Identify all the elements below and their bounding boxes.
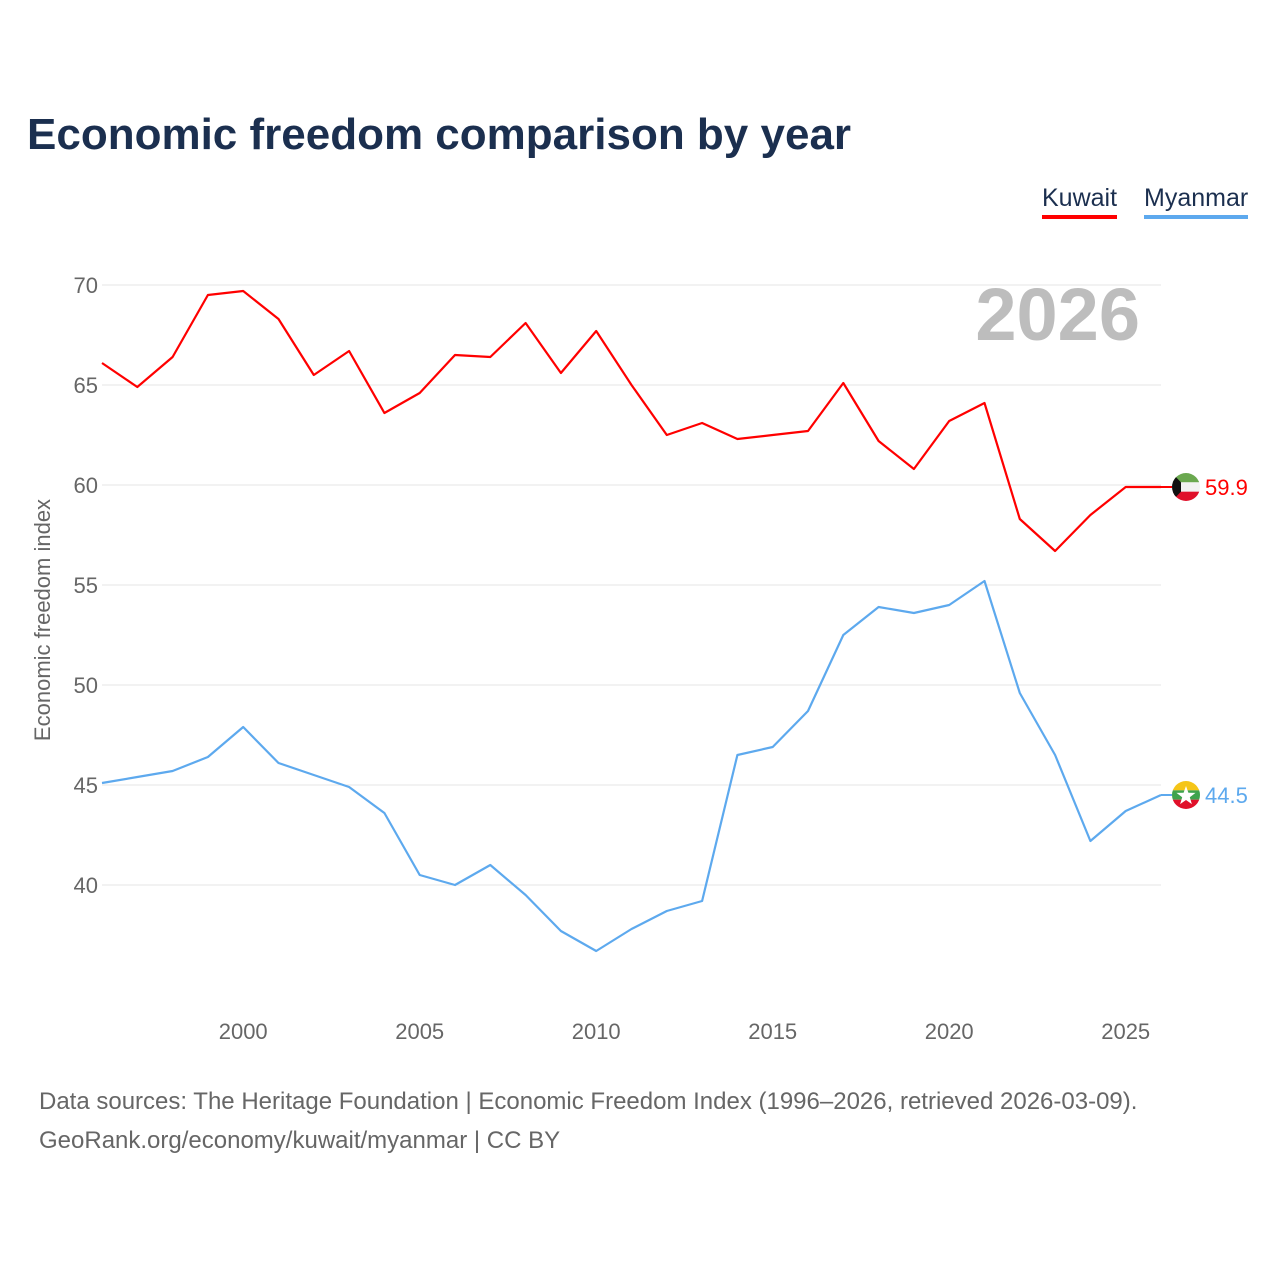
- y-tick-label: 65: [74, 373, 98, 398]
- flag-trapezoid: [1172, 473, 1181, 501]
- flag-stripe: [1172, 491, 1200, 501]
- end-value-label: 59.9: [1205, 475, 1248, 500]
- y-tick-label: 60: [74, 473, 98, 498]
- y-tick-label: 50: [74, 673, 98, 698]
- legend-myanmar[interactable]: Myanmar: [1144, 184, 1249, 219]
- series-line-myanmar: [101, 579, 1162, 953]
- year-watermark: 2026: [975, 273, 1140, 356]
- x-tick-label: 2020: [925, 1019, 974, 1044]
- flag-stripe: [1172, 482, 1200, 492]
- flag-body: [1172, 473, 1200, 501]
- y-tick-label: 70: [74, 273, 98, 298]
- myanmar-flag-icon: [1172, 781, 1200, 809]
- flag-stripe: [1172, 799, 1200, 809]
- series-line-kuwait: [101, 289, 1161, 553]
- y-tick-label: 45: [74, 773, 98, 798]
- kuwait-flag-icon: [1172, 473, 1200, 501]
- y-axis-label: Economic freedom index: [30, 499, 55, 741]
- y-tick-label: 55: [74, 573, 98, 598]
- y-tick-label: 40: [74, 873, 98, 898]
- flag-stripe: [1172, 473, 1200, 483]
- end-value-label: 44.5: [1205, 783, 1248, 808]
- x-tick-label: 2015: [748, 1019, 797, 1044]
- x-tick-label: 2010: [572, 1019, 621, 1044]
- flag-body: [1172, 781, 1200, 809]
- legend-kuwait[interactable]: Kuwait: [1042, 184, 1118, 219]
- footer-sources: Data sources: The Heritage Foundation | …: [39, 1088, 1138, 1115]
- x-tick-label: 2025: [1101, 1019, 1150, 1044]
- footer-credit[interactable]: GeoRank.org/economy/kuwait/myanmar | CC …: [39, 1127, 561, 1154]
- chart-title: Economic freedom comparison by year: [27, 110, 852, 159]
- flag-star: [1176, 786, 1196, 805]
- x-tick-label: 2000: [219, 1019, 268, 1044]
- flag-stripe: [1172, 781, 1200, 791]
- x-tick-label: 2005: [395, 1019, 444, 1044]
